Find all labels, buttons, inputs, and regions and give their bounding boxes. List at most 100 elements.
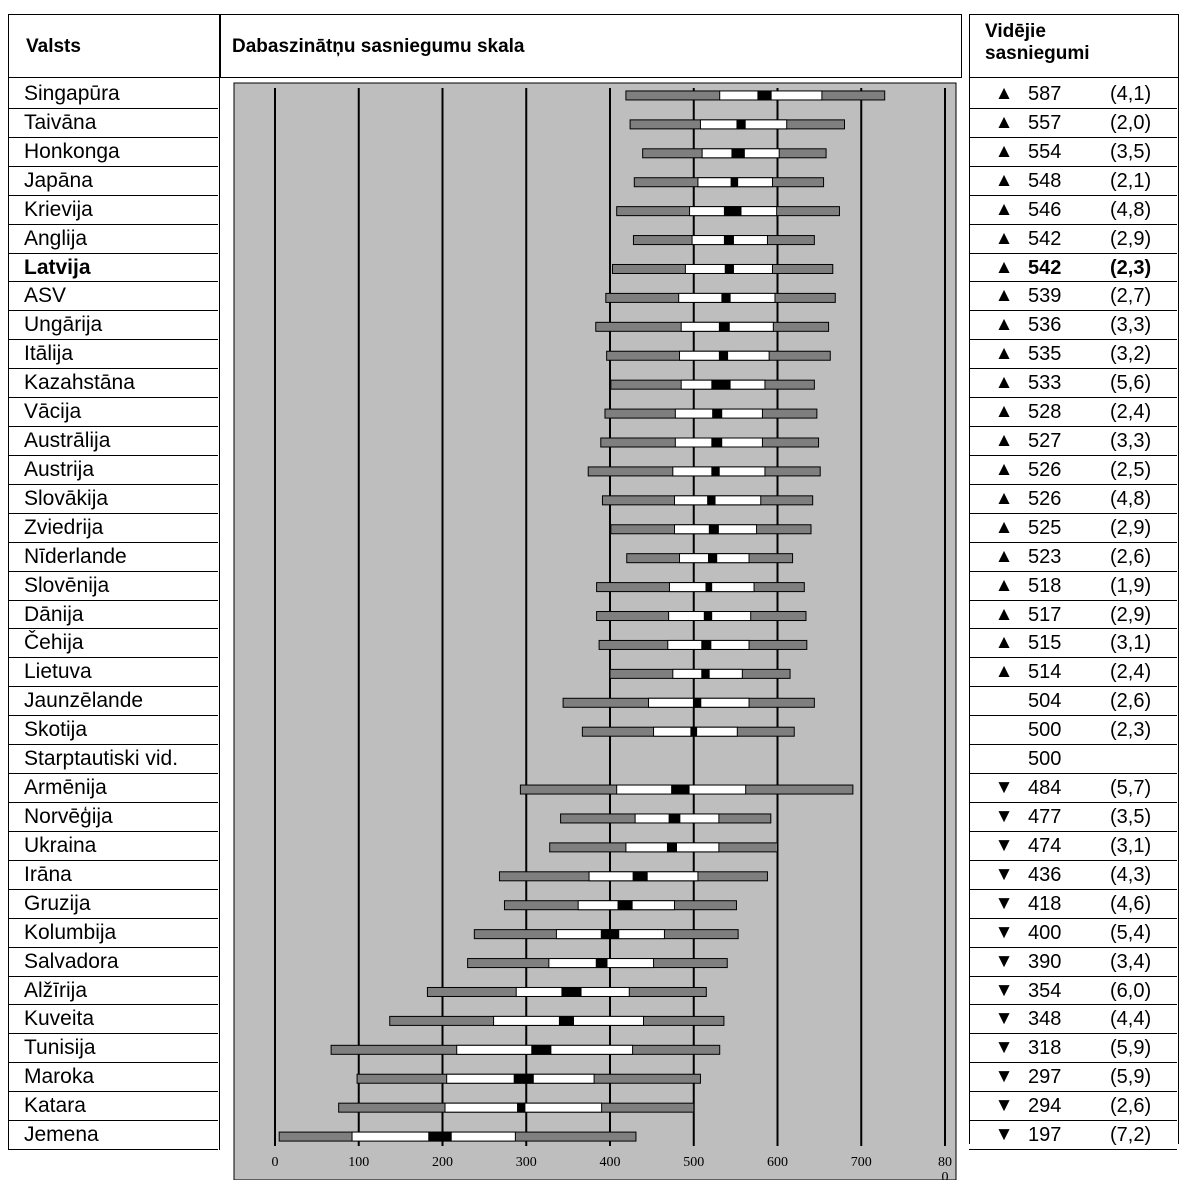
row-divider xyxy=(8,830,218,832)
mean-score: 474 xyxy=(1028,834,1062,857)
mean-score: 526 xyxy=(1028,458,1062,481)
row-divider xyxy=(969,541,1177,543)
row-divider xyxy=(8,454,218,456)
row-divider xyxy=(8,1091,218,1093)
row-divider xyxy=(969,397,1177,399)
mean-score: 504 xyxy=(1028,690,1062,713)
x-tick-label: 80 xyxy=(938,1155,952,1170)
standard-error: (2,1) xyxy=(1110,169,1152,192)
row-divider xyxy=(8,107,218,109)
mean-score: 557 xyxy=(1028,111,1062,134)
x-tick-label: 600 xyxy=(767,1155,788,1170)
row-divider xyxy=(8,136,218,138)
standard-error: (2,6) xyxy=(1110,690,1152,713)
below-average-marker: ▼ xyxy=(994,1037,1014,1059)
below-average-marker: ▼ xyxy=(994,834,1014,856)
standard-error: (4,8) xyxy=(1110,487,1152,510)
confidence-interval-bar xyxy=(428,1132,452,1142)
confidence-interval-bar xyxy=(595,958,608,968)
row-divider xyxy=(8,1149,218,1151)
confidence-interval-bar xyxy=(711,466,720,476)
mean-score: 500 xyxy=(1028,719,1062,742)
row-divider xyxy=(969,194,1177,196)
row-divider xyxy=(969,1033,1177,1035)
standard-error: (2,4) xyxy=(1110,661,1152,684)
row-divider xyxy=(8,252,218,254)
country-name: Armēnija xyxy=(24,776,107,800)
confidence-interval-bar xyxy=(701,669,710,679)
row-divider xyxy=(969,1062,1177,1064)
row-divider xyxy=(969,252,1177,254)
row-divider xyxy=(8,483,218,485)
country-name: Skotija xyxy=(24,718,88,742)
confidence-interval-bar xyxy=(690,727,698,737)
standard-error: (2,5) xyxy=(1110,458,1152,481)
row-divider xyxy=(8,628,218,630)
below-average-marker: ▼ xyxy=(994,950,1014,972)
confidence-interval-bar xyxy=(600,929,620,939)
country-name: Singapūra xyxy=(24,82,120,105)
above-average-marker: ▲ xyxy=(994,574,1014,596)
confidence-interval-bar xyxy=(711,380,731,390)
confidence-interval-bar xyxy=(703,611,713,621)
row-divider xyxy=(8,194,218,196)
mean-score: 517 xyxy=(1028,603,1062,626)
x-tick-label: 100 xyxy=(348,1155,369,1170)
row-divider xyxy=(8,512,218,514)
country-name: Austrija xyxy=(24,457,95,481)
confidence-interval-bar xyxy=(736,119,746,129)
above-average-marker: ▲ xyxy=(994,285,1014,307)
country-name: Dānija xyxy=(24,602,84,626)
confidence-interval-bar xyxy=(701,640,712,650)
confidence-interval-bar xyxy=(723,206,742,216)
row-divider xyxy=(969,975,1177,977)
standard-error: (4,6) xyxy=(1110,892,1152,915)
country-name: Slovākija xyxy=(24,486,109,510)
standard-error: (2,6) xyxy=(1110,1095,1152,1118)
country-column-body xyxy=(8,78,220,1150)
confidence-interval-bar xyxy=(708,524,719,534)
above-average-marker: ▲ xyxy=(994,401,1014,423)
row-divider xyxy=(969,888,1177,890)
confidence-interval-bar xyxy=(561,987,582,997)
row-divider xyxy=(969,1120,1177,1122)
row-divider xyxy=(969,802,1177,803)
row-divider xyxy=(8,715,218,717)
confidence-interval-bar xyxy=(711,438,723,447)
standard-error: (2,3) xyxy=(1110,256,1152,279)
standard-error: (7,2) xyxy=(1110,1124,1152,1147)
below-average-marker: ▼ xyxy=(994,806,1014,827)
percentile-25-75-bar xyxy=(673,495,762,506)
above-average-marker: ▲ xyxy=(994,314,1014,336)
below-average-marker: ▼ xyxy=(994,892,1014,914)
standard-error: (4,8) xyxy=(1110,198,1152,221)
standard-error: (3,3) xyxy=(1110,430,1152,453)
standard-error: (5,6) xyxy=(1110,372,1152,395)
standard-error: (3,5) xyxy=(1110,140,1152,163)
country-name: Alžīrija xyxy=(24,978,88,1002)
mean-score: 528 xyxy=(1028,401,1062,424)
mean-score: 546 xyxy=(1028,198,1062,221)
mean-score: 535 xyxy=(1028,343,1062,366)
mean-score: 500 xyxy=(1028,748,1062,771)
above-average-marker: ▲ xyxy=(994,545,1014,567)
confidence-interval-bar xyxy=(617,900,633,910)
above-average-marker: ▲ xyxy=(994,256,1014,278)
average-column-body xyxy=(969,78,1179,1144)
row-divider xyxy=(969,107,1177,109)
country-name: Slovēnija xyxy=(24,573,110,597)
x-tick-label: 0 xyxy=(942,1170,949,1180)
row-divider xyxy=(8,888,218,890)
country-name: Kuveita xyxy=(24,1007,95,1031)
confidence-interval-bar xyxy=(730,177,739,187)
country-name: Čehija xyxy=(24,631,84,655)
row-divider xyxy=(8,773,218,775)
row-divider xyxy=(969,310,1177,312)
row-divider xyxy=(8,657,218,659)
row-divider xyxy=(8,223,218,225)
mean-score: 542 xyxy=(1028,256,1062,279)
country-name: Katara xyxy=(24,1094,86,1118)
row-divider xyxy=(969,917,1177,919)
mean-score: 390 xyxy=(1028,950,1062,973)
